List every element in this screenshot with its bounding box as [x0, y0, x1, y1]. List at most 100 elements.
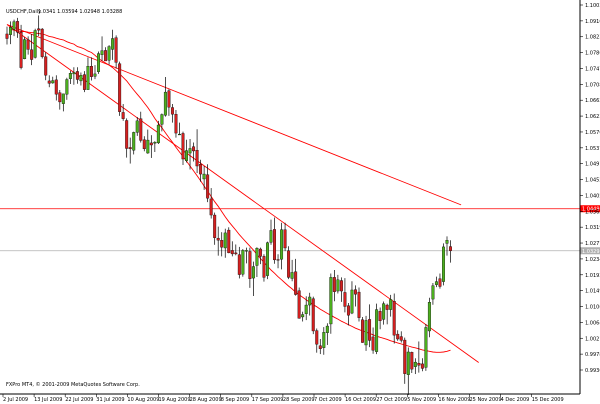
candle — [413, 358, 417, 375]
x-tick-label: 22 Jul 2009 — [65, 397, 93, 403]
bear-candle-body — [234, 252, 238, 255]
bear-candle-body — [213, 214, 217, 238]
candle — [195, 129, 199, 174]
y-tick-label: 1.01920 — [585, 273, 600, 279]
bear-candle-body — [82, 74, 86, 90]
candle — [346, 302, 350, 326]
y-tick-label: 1.07470 — [585, 66, 600, 72]
y-tick-label: 1.06620 — [585, 98, 600, 104]
x-tick-label: 31 Jul 2009 — [96, 397, 124, 403]
candle — [156, 120, 160, 144]
candle — [181, 131, 185, 165]
candle — [114, 35, 118, 69]
candle — [111, 29, 115, 60]
candle — [378, 307, 382, 330]
bull-candle-body — [427, 302, 431, 332]
bear-candle-body — [385, 304, 389, 310]
bear-candle-body — [392, 301, 396, 336]
bear-candle-body — [58, 92, 62, 103]
level-price-label: 1.0449 — [582, 207, 600, 213]
bear-candle-body — [297, 290, 301, 319]
candle — [44, 52, 48, 81]
candles — [5, 15, 452, 396]
bull-candle-body — [135, 120, 139, 133]
bull-candle-body — [178, 133, 181, 136]
candle — [364, 315, 368, 351]
bull-candle-body — [100, 50, 104, 55]
candle — [40, 28, 44, 59]
bear-candle-body — [294, 271, 298, 295]
y-tick-label: 1.05370 — [585, 146, 600, 152]
candle — [287, 246, 291, 280]
y-tick-label: 1.00210 — [585, 336, 600, 342]
symbol-label: USDCHF,Daily — [6, 9, 41, 15]
candle — [417, 341, 421, 373]
bear-candle-body — [181, 133, 185, 160]
x-tick-label: 16 Oct 2009 — [345, 397, 376, 403]
candle — [354, 285, 357, 307]
bear-candle-body — [420, 363, 424, 369]
candle — [290, 259, 294, 282]
x-tick-label: 25 Nov 2009 — [470, 397, 502, 403]
candle — [262, 254, 266, 282]
candle — [58, 90, 62, 110]
candle — [276, 254, 280, 269]
bull-candle-body — [375, 309, 379, 352]
bear-candle-body — [142, 139, 146, 150]
bear-candle-body — [37, 28, 41, 31]
candle — [223, 228, 227, 258]
ohlc-values: 1.0341 1.03594 1.02948 1.03288 — [38, 9, 122, 15]
bull-candle-body — [93, 73, 97, 77]
x-tick-label: 28 Aug 2009 — [190, 397, 222, 403]
candle — [343, 278, 347, 313]
candle — [269, 219, 273, 245]
bear-candle-body — [104, 50, 108, 62]
level-price-tag — [580, 247, 600, 255]
bull-candle-body — [442, 246, 445, 282]
bull-candle-body — [51, 80, 55, 84]
candle — [424, 323, 428, 371]
candle — [244, 247, 248, 264]
candle — [339, 277, 343, 302]
candle — [132, 131, 136, 155]
bull-candle-body — [301, 314, 305, 318]
candle — [5, 26, 9, 45]
candle — [258, 247, 262, 265]
y-tick-label: 1.09100 — [585, 19, 600, 25]
candle — [135, 116, 139, 136]
candle — [65, 77, 69, 100]
bear-candle-body — [206, 174, 210, 199]
bear-candle-body — [311, 298, 315, 332]
candle — [19, 24, 23, 70]
bull-candle-body — [445, 240, 449, 244]
bull-candle-body — [329, 277, 333, 325]
bull-candle-body — [72, 72, 76, 75]
candle — [230, 241, 234, 257]
bear-candle-body — [357, 291, 361, 318]
level-price-tag — [580, 205, 600, 213]
bull-candle-body — [304, 304, 308, 314]
candle — [93, 65, 97, 80]
bull-candle-body — [382, 303, 386, 320]
candle — [234, 244, 238, 256]
bear-candle-body — [118, 63, 122, 112]
bear-candle-body — [19, 32, 23, 68]
bull-candle-body — [223, 232, 227, 249]
x-tick-label: 13 Jul 2009 — [34, 397, 62, 403]
candle — [26, 36, 30, 55]
bull-candle-body — [185, 150, 188, 161]
bull-candle-body — [65, 79, 69, 95]
candle — [399, 331, 403, 343]
bull-candle-body — [434, 281, 438, 285]
bear-candle-body — [90, 66, 93, 77]
y-tick-label: 1.01490 — [585, 289, 600, 295]
candle — [396, 330, 400, 341]
candle — [357, 287, 361, 322]
y-tick-label: 1.00640 — [585, 320, 600, 326]
y-tick-label: 0.99360 — [585, 368, 600, 374]
bear-candle-body — [339, 280, 343, 292]
bear-candle-body — [283, 229, 287, 249]
candle — [51, 76, 55, 84]
candle — [216, 226, 220, 256]
